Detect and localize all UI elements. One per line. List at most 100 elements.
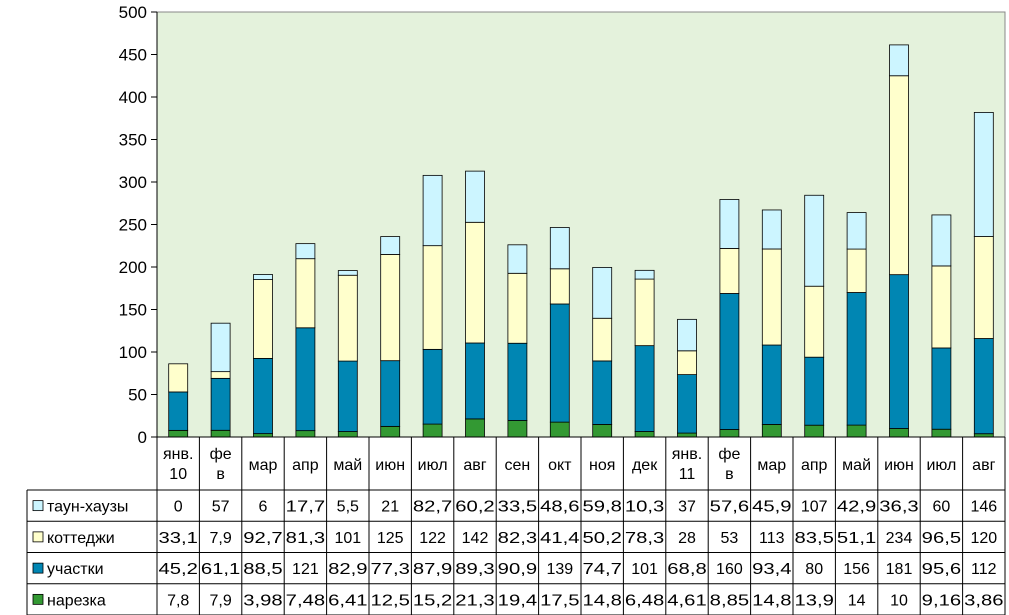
table-cell: 107 <box>801 499 828 516</box>
category-label: сен <box>505 457 531 474</box>
y-tick-label: 100 <box>119 343 147 362</box>
bar-segment-2-14 <box>761 248 782 346</box>
bar-segment-2-4 <box>337 274 358 362</box>
table-cell: 96,5 <box>922 530 962 547</box>
table-cell: 101 <box>334 530 361 547</box>
table-cell: 42,9 <box>837 499 877 516</box>
bar-segment-3-5 <box>380 236 401 255</box>
bar-segment-0-13 <box>719 429 740 438</box>
bar-segment-3-2 <box>253 274 273 280</box>
table-cell: 14,8 <box>583 592 623 609</box>
bar-segment-3-10 <box>592 267 613 319</box>
table-cell: 19,4 <box>498 592 538 609</box>
table-cell: 0 <box>174 499 183 516</box>
y-tick-label: 500 <box>119 3 147 22</box>
table-cell: 7,8 <box>167 592 189 609</box>
bar-segment-1-15 <box>804 356 825 426</box>
table-cell: 33,5 <box>498 499 538 516</box>
table-cell: 33,1 <box>159 530 199 547</box>
category-label: авг <box>972 457 995 474</box>
table-cell: 95,6 <box>922 561 962 578</box>
bar-segment-0-11 <box>634 431 655 438</box>
table-cell: 82,3 <box>498 530 538 547</box>
table-cell: 15,2 <box>413 592 453 609</box>
table-cell: 125 <box>377 530 404 547</box>
bar-segment-1-16 <box>846 292 867 426</box>
table-cell: 37 <box>678 499 696 516</box>
bar-segment-1-18 <box>931 347 952 430</box>
bar-segment-3-9 <box>549 227 570 270</box>
bar-segment-2-17 <box>889 75 909 276</box>
table-cell: 87,9 <box>413 561 453 578</box>
bar-segment-1-4 <box>337 360 358 432</box>
category-label: 10 <box>169 466 187 483</box>
table-cell: 89,3 <box>455 561 495 578</box>
table-cell: 142 <box>462 530 489 547</box>
table-cell: 146 <box>970 499 997 516</box>
bar-segment-3-18 <box>931 214 952 267</box>
table-cell: 122 <box>419 530 446 547</box>
category-label: фе <box>210 446 232 463</box>
plot-area <box>156 11 1006 438</box>
table-cell: 234 <box>886 530 913 547</box>
table-cell: 156 <box>843 561 870 578</box>
bar-segment-1-11 <box>634 345 655 432</box>
table-cell: 57 <box>212 499 230 516</box>
bar-segment-0-14 <box>761 424 782 438</box>
bar-segment-1-3 <box>295 327 316 432</box>
table-cell: 181 <box>886 561 913 578</box>
table-cell: 139 <box>546 561 573 578</box>
table-cell: 8,85 <box>710 592 750 609</box>
y-tick-label: 150 <box>119 301 147 320</box>
category-label: апр <box>801 457 828 474</box>
y-tick-label: 50 <box>128 386 147 405</box>
series-label: коттеджи <box>47 530 115 547</box>
category-label: ноя <box>589 457 615 474</box>
y-tick-label: 200 <box>119 258 147 277</box>
bar-segment-3-15 <box>804 194 825 287</box>
bar-segment-0-6 <box>422 423 443 438</box>
bar-segment-1-8 <box>507 342 528 421</box>
bar-segment-3-4 <box>337 270 358 276</box>
bar-segment-2-9 <box>549 268 570 305</box>
bar-segment-0-16 <box>846 424 867 438</box>
table-cell: 74,7 <box>583 561 623 578</box>
table-cell: 112 <box>971 561 997 578</box>
bar-segment-3-17 <box>889 44 909 77</box>
bar-segment-3-11 <box>634 269 655 280</box>
bar-segment-2-3 <box>295 258 316 329</box>
category-label: июл <box>926 457 956 474</box>
bar-segment-0-12 <box>677 432 697 438</box>
bar-segment-2-13 <box>719 248 740 294</box>
y-tick-label: 450 <box>119 46 147 65</box>
table-cell: 9,16 <box>922 592 962 609</box>
category-label: июн <box>884 457 914 474</box>
table-cell: 121 <box>292 561 319 578</box>
bar-segment-3-12 <box>677 318 697 352</box>
bar-segment-0-17 <box>889 428 909 438</box>
bar-segment-2-10 <box>592 317 613 362</box>
table-cell: 53 <box>721 530 739 547</box>
table-cell: 17,7 <box>286 499 326 516</box>
table-cell: 82,9 <box>328 561 368 578</box>
bar-segment-1-5 <box>380 360 401 427</box>
table-cell: 3,98 <box>243 592 283 609</box>
table-cell: 21 <box>381 499 399 516</box>
bar-segment-2-19 <box>973 236 994 339</box>
category-label: авг <box>463 457 486 474</box>
y-axis: 0 50 100 150 200 250 300 350 400 450 500 <box>119 3 158 447</box>
series-label: нарезка <box>47 592 106 609</box>
bar-segment-2-7 <box>465 221 485 344</box>
table-cell: 3,86 <box>964 592 1004 609</box>
bar-segment-0-9 <box>549 421 570 438</box>
bar-segment-1-12 <box>677 374 697 434</box>
bar-segment-1-2 <box>253 357 273 435</box>
table-cell: 80 <box>805 561 823 578</box>
category-label: янв. <box>672 446 702 463</box>
bar-segment-2-18 <box>931 265 952 349</box>
table-cell: 51,1 <box>837 530 877 547</box>
table-cell: 60 <box>933 499 951 516</box>
table-cell: 6,48 <box>625 592 665 609</box>
table-cell: 14,8 <box>752 592 792 609</box>
table-cell: 28 <box>678 530 696 547</box>
